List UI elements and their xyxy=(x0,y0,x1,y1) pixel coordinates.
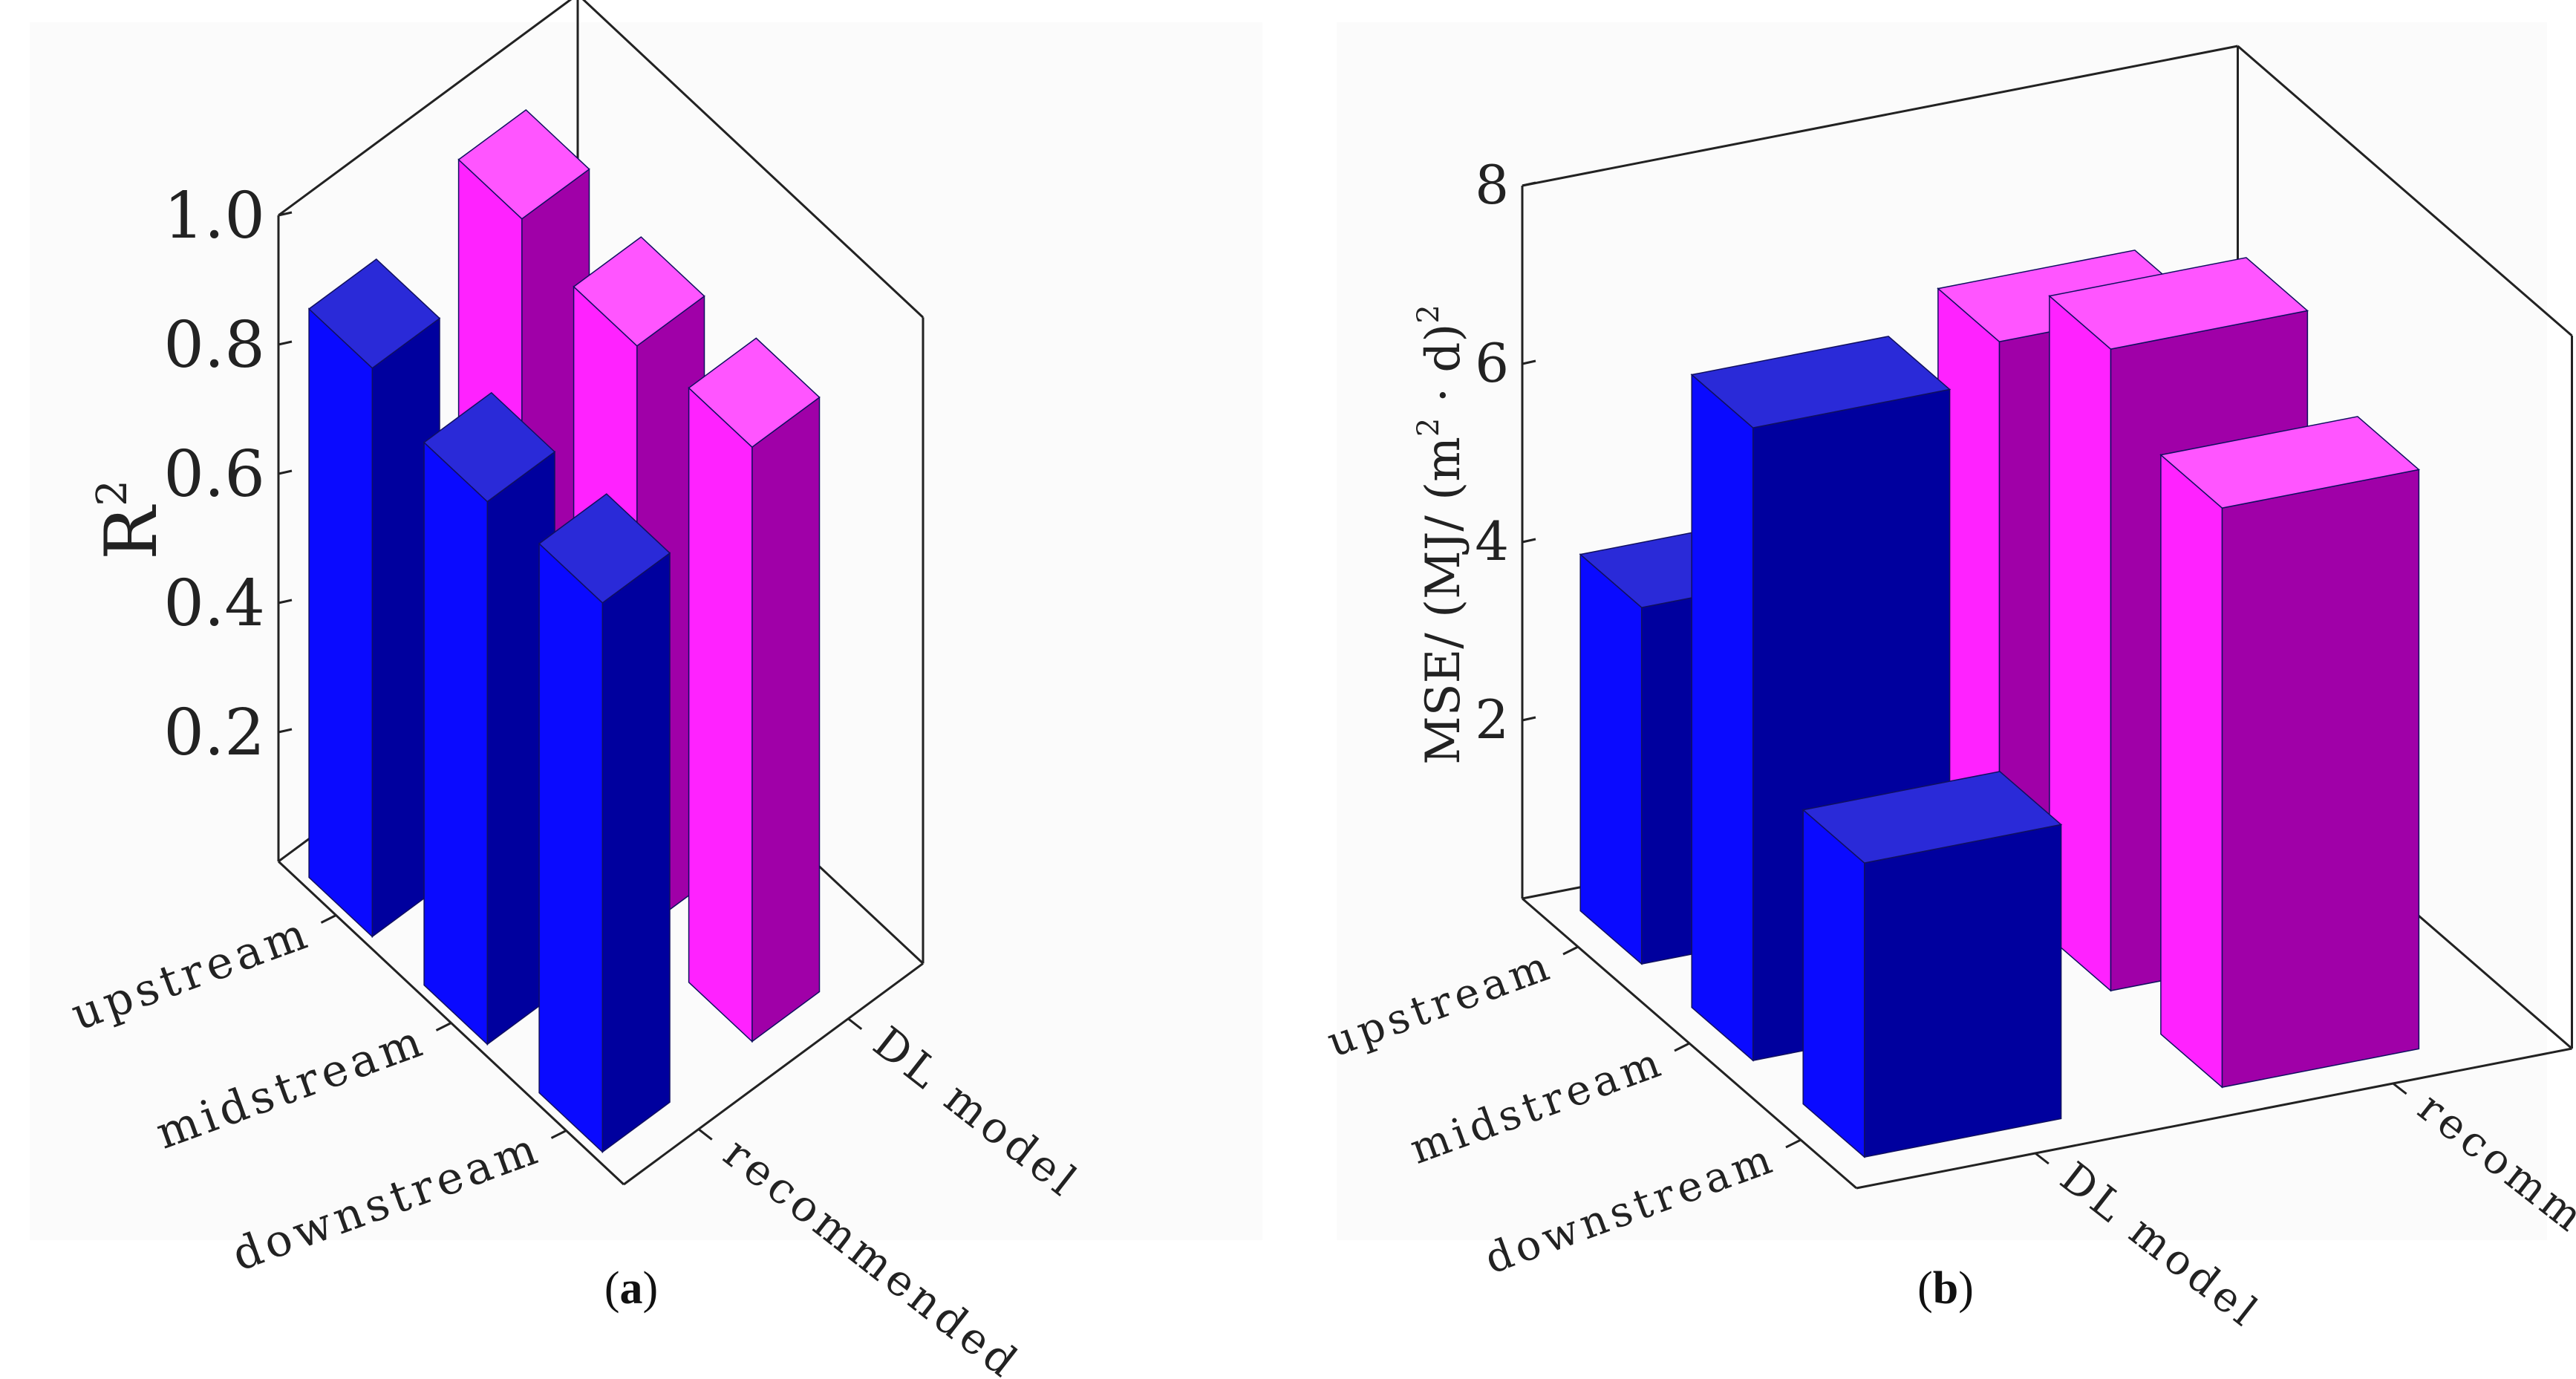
caption-a: (a) xyxy=(604,1263,659,1314)
chart-b-ticks: 2 4 6 8 xyxy=(1475,154,1536,751)
bar-top-face xyxy=(457,109,590,220)
y-tick-mark xyxy=(1522,181,1536,187)
y-tick-mark xyxy=(1522,716,1536,722)
y-tick-label: 2 xyxy=(1475,688,1509,751)
bar-top-face xyxy=(2048,257,2309,350)
y-tick-mark xyxy=(278,211,293,217)
category-tick xyxy=(435,1022,452,1031)
bar-front-face xyxy=(423,441,489,1046)
y-tick-label: 0.8 xyxy=(163,308,265,382)
top-left-edge xyxy=(278,0,573,217)
bar-front-face xyxy=(688,386,753,1043)
bar-side-face xyxy=(751,396,821,1043)
y-tick-label: 4 xyxy=(1475,510,1509,573)
y-tick-mark xyxy=(1522,359,1536,365)
bar-b-s0-c2 xyxy=(1801,771,2063,1158)
category-tick xyxy=(320,914,337,924)
top-back-edge xyxy=(2237,45,2573,337)
chart-b-bars xyxy=(1579,250,2421,1158)
category-tick xyxy=(550,1129,567,1139)
category-tick xyxy=(1785,1138,1801,1149)
y-tick-label: 1.0 xyxy=(163,179,265,253)
bar-b-s1-c2 xyxy=(2159,416,2421,1089)
series-tick xyxy=(697,1128,713,1141)
bar-front-face xyxy=(308,307,374,939)
series-tick xyxy=(847,1017,863,1030)
chart-a-ylabel: R2 xyxy=(88,480,173,560)
category-tick xyxy=(1674,1042,1690,1052)
bar-a-s0-c0 xyxy=(307,258,441,939)
category-label-downstream: downstream xyxy=(226,1122,548,1282)
bar-side-face xyxy=(2221,469,2420,1089)
category-label-midstream: midstream xyxy=(1404,1037,1671,1174)
bar-side-face xyxy=(1863,824,2062,1158)
bar-top-face xyxy=(573,236,705,347)
category-label-midstream: midstream xyxy=(149,1014,432,1160)
y-tick-mark xyxy=(278,728,293,734)
category-label-downstream: downstream xyxy=(1478,1134,1782,1284)
y-tick-label: 6 xyxy=(1475,332,1509,394)
category-tick xyxy=(1562,945,1579,956)
top-left-edge xyxy=(1522,45,2238,187)
floor-right-edge xyxy=(623,962,924,1186)
bar-front-face xyxy=(1802,808,1865,1158)
y-tick-mark xyxy=(1522,538,1536,544)
bar-top-face xyxy=(1690,336,1951,428)
series-tick xyxy=(2034,1152,2050,1165)
chart-b-ylabel: MSE/ (MJ/ (m2 · d)2 xyxy=(1412,304,1471,765)
series-tick xyxy=(2392,1082,2407,1095)
bar-front-face xyxy=(538,542,604,1154)
bar-top-face xyxy=(688,337,821,449)
y-tick-label: 0.2 xyxy=(163,696,265,770)
chart-a-ticks: 0.2 0.4 0.6 0.8 1.0 xyxy=(163,179,293,770)
y-tick-label: 0.6 xyxy=(163,437,265,512)
y-tick-label: 8 xyxy=(1475,154,1509,216)
bar-top-face xyxy=(538,493,671,604)
top-back-edge xyxy=(581,0,925,319)
chart-b-series-labels: DL model recommended xyxy=(2034,1082,2576,1338)
bar-side-face xyxy=(601,552,671,1153)
bar-front-face xyxy=(2160,453,2223,1089)
floor-right-edge xyxy=(1856,1047,2572,1190)
series-label: DL model xyxy=(864,1017,1089,1208)
bar-front-face xyxy=(1579,552,1643,965)
y-tick-mark xyxy=(278,469,293,475)
caption-b: (b) xyxy=(1917,1263,1974,1314)
series-label: recommended xyxy=(2409,1083,2576,1337)
series-label: recommended xyxy=(714,1127,1030,1379)
bar-a-s1-c2 xyxy=(688,337,821,1043)
bar-top-face xyxy=(1801,771,2063,864)
bar-top-face xyxy=(307,258,441,369)
category-label-upstream: upstream xyxy=(1321,941,1559,1067)
bar-top-face xyxy=(2159,416,2421,509)
series-label: DL model xyxy=(2051,1153,2269,1338)
category-label-upstream: upstream xyxy=(65,907,317,1041)
chart-a-bars xyxy=(307,109,821,1154)
bar-a-s0-c2 xyxy=(538,493,671,1154)
y-tick-label: 0.4 xyxy=(163,567,265,641)
bar-a-s0-c1 xyxy=(423,391,556,1046)
y-tick-mark xyxy=(278,599,293,604)
bar-top-face xyxy=(423,391,556,503)
y-tick-mark xyxy=(278,340,293,346)
bar-front-face xyxy=(1691,373,1754,1062)
